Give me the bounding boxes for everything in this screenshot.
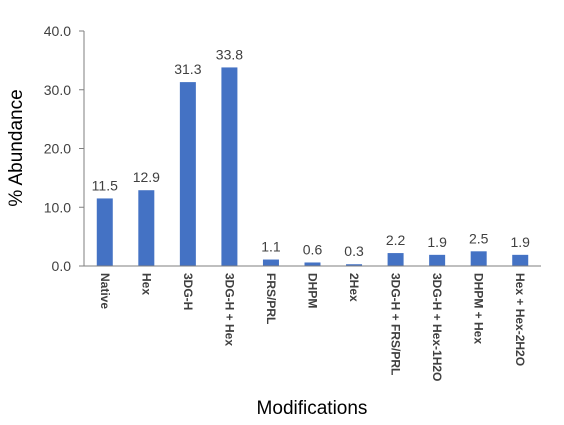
- bar: [179, 82, 196, 266]
- bar: [304, 262, 321, 266]
- x-axis-title: Modifications: [257, 398, 368, 419]
- data-label: 2.2: [386, 232, 406, 248]
- bars: [96, 67, 529, 266]
- bar: [387, 253, 404, 266]
- data-label: 1.9: [427, 234, 447, 250]
- data-label: 33.8: [216, 46, 243, 62]
- bar: [429, 254, 446, 266]
- bar: [470, 251, 487, 266]
- bar: [512, 254, 529, 266]
- category-label: Hex: [139, 273, 153, 295]
- category-label: 3DG-H + Hex: [222, 273, 236, 346]
- data-label: 0.3: [344, 243, 364, 259]
- category-label: Native: [98, 273, 112, 309]
- category-label: 3DG-H + FRS/PRL: [389, 273, 403, 375]
- data-label: 1.9: [510, 234, 530, 250]
- data-label: 1.1: [261, 239, 281, 255]
- category-label: DHPM + Hex: [472, 273, 486, 344]
- y-tick-label: 10.0: [44, 199, 71, 215]
- category-label: 3DG-H: [181, 273, 195, 310]
- bar: [346, 264, 363, 266]
- bar: [262, 259, 279, 266]
- bar: [138, 190, 155, 266]
- y-tick-label: 20.0: [44, 141, 71, 157]
- y-tick-label: 40.0: [44, 23, 71, 39]
- category-label: 2Hex: [347, 273, 361, 302]
- category-label: 3DG-H + Hex-1H2O: [430, 273, 444, 381]
- data-label: 2.5: [469, 230, 489, 246]
- category-label: Hex + Hex-2H2O: [513, 273, 527, 366]
- data-label: 12.9: [133, 169, 160, 185]
- data-labels: 11.5 12.9 31.3 33.8 1.1 0.6 0.3 2.2 1.9 2.5 1.9: [92, 46, 531, 259]
- y-axis-title: % Abundance: [6, 89, 27, 206]
- bar: [96, 198, 113, 266]
- bar: [221, 67, 238, 266]
- data-label: 31.3: [174, 61, 201, 77]
- y-tick-label: 30.0: [44, 82, 71, 98]
- category-label: DHPM: [306, 273, 320, 308]
- category-labels: Native Hex 3DG-H 3DG-H + Hex FRS/PRL DHPM 2Hex…: [98, 273, 527, 381]
- category-label: FRS/PRL: [264, 273, 278, 324]
- data-label: 0.6: [303, 241, 323, 257]
- y-tick-label: 0.0: [52, 258, 72, 274]
- y-axis-ticks: 0.0 10.0 20.0 30.0 40.0: [44, 23, 84, 274]
- data-label: 11.5: [92, 177, 118, 193]
